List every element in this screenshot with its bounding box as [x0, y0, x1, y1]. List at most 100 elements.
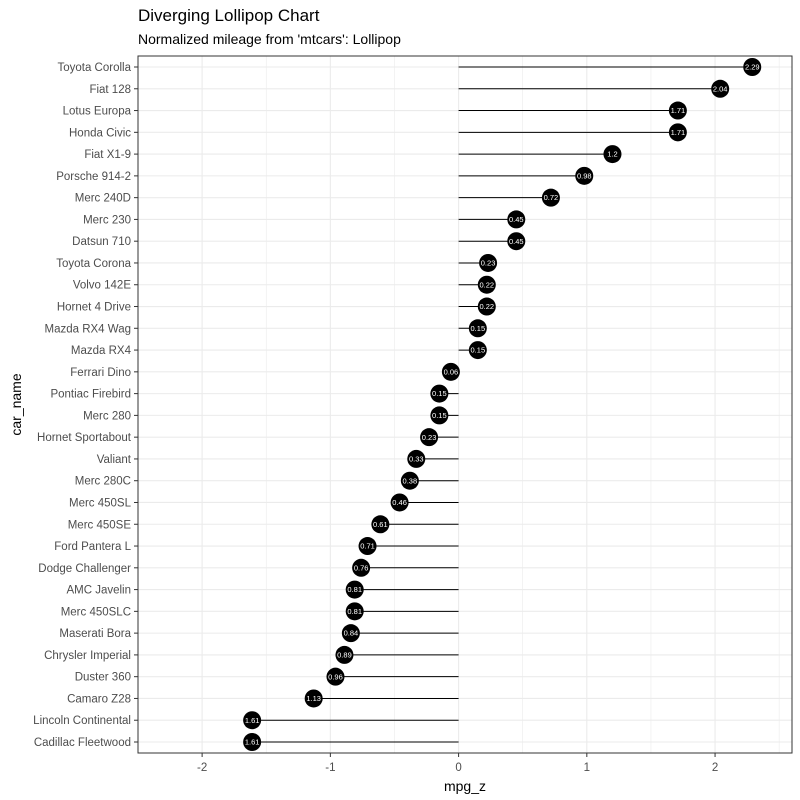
y-tick-label: Hornet 4 Drive [57, 302, 131, 314]
point-label: 0.89 [337, 651, 352, 660]
lollipop-point [371, 515, 390, 534]
point-label: 1.2 [607, 150, 617, 159]
lollipop-point [507, 210, 526, 229]
y-tick-label: Cadillac Fleetwood [34, 737, 131, 749]
point-label: 2.04 [713, 84, 728, 93]
y-tick-label: Ford Pantera L [54, 541, 131, 553]
lollipop-point [390, 493, 409, 512]
point-label: 0.81 [347, 607, 362, 616]
point-label: 0.33 [409, 455, 424, 464]
lollipop-point [345, 580, 364, 599]
y-tick-label: Mazda RX4 [71, 345, 132, 357]
y-tick-label: Merc 450SE [68, 519, 132, 531]
point-label: 0.61 [373, 520, 388, 529]
point-label: 0.45 [509, 215, 524, 224]
y-tick-label: Fiat 128 [89, 84, 131, 96]
y-tick-label: Merc 230 [83, 214, 131, 226]
y-tick-label: Lincoln Continental [33, 715, 131, 727]
y-tick-label: Honda Civic [69, 127, 131, 139]
point-label: 0.45 [509, 237, 524, 246]
y-tick-label: Chrysler Imperial [44, 650, 131, 662]
point-label: 1.71 [671, 128, 686, 137]
lollipop-point [507, 232, 526, 251]
point-label: 1.61 [245, 716, 260, 725]
point-label: 0.38 [403, 476, 418, 485]
lollipop-point [400, 471, 419, 490]
point-label: 0.71 [360, 542, 375, 551]
point-label: 0.22 [479, 280, 494, 289]
point-label: 0.15 [432, 389, 447, 398]
point-label: 0.46 [392, 498, 407, 507]
point-label: 0.15 [471, 324, 486, 333]
lollipop-point [243, 733, 262, 751]
point-label: 2.29 [745, 63, 760, 72]
y-tick-label: Maserati Bora [59, 628, 131, 640]
y-tick-label: Hornet Sportabout [37, 432, 132, 444]
x-tick-label: 2 [712, 762, 718, 774]
point-label: 1.71 [671, 106, 686, 115]
point-label: 1.61 [245, 738, 260, 747]
lollipop-point [575, 166, 594, 185]
lollipop-point [335, 645, 354, 664]
y-tick-label: Toyota Corolla [57, 62, 131, 74]
lollipop-point [477, 297, 496, 316]
lollipop-point [711, 79, 730, 98]
point-label: 0.84 [344, 629, 359, 638]
y-tick-label: Merc 280C [75, 476, 131, 488]
point-label: 0.81 [347, 585, 362, 594]
lollipop-point [541, 188, 560, 207]
point-label: 0.23 [481, 259, 496, 268]
lollipop-point [479, 253, 498, 272]
lollipop-point [407, 449, 426, 468]
y-tick-label: Toyota Corona [56, 258, 131, 270]
y-tick-label: Volvo 142E [73, 280, 132, 292]
y-tick-label: Fiat X1-9 [84, 149, 131, 161]
x-axis-title: mpg_z [444, 778, 486, 794]
point-label: 0.22 [479, 302, 494, 311]
y-tick-label: Merc 280 [83, 410, 131, 422]
lollipop-point [326, 667, 345, 686]
lollipop-point [441, 362, 460, 381]
lollipop-point [345, 602, 364, 621]
point-label: 0.98 [577, 171, 592, 180]
y-axis-title: car_name [8, 373, 24, 435]
lollipop-point [341, 624, 360, 643]
y-tick-label: Mazda RX4 Wag [45, 323, 132, 335]
x-tick-label: 0 [455, 762, 461, 774]
x-tick-label: -1 [325, 762, 335, 774]
point-label: 0.15 [432, 411, 447, 420]
point-label: 0.96 [328, 672, 343, 681]
y-tick-label: Merc 240D [75, 193, 131, 205]
y-tick-label: Duster 360 [75, 672, 131, 684]
y-tick-label: AMC Javelin [66, 585, 131, 597]
point-label: 0.76 [354, 563, 369, 572]
lollipop-point [668, 123, 687, 142]
y-tick-label: Datsun 710 [72, 236, 131, 248]
y-tick-label: Ferrari Dino [70, 367, 131, 379]
y-tick-label: Valiant [97, 454, 132, 466]
y-tick-label: Camaro Z28 [67, 693, 131, 705]
chart-subtitle: Normalized mileage from 'mtcars': Lollip… [138, 31, 401, 47]
y-tick-label: Lotus Europa [63, 106, 132, 118]
lollipop-point [430, 406, 449, 425]
plot-border [137, 55, 793, 754]
point-label: 0.15 [471, 346, 486, 355]
point-label: 0.06 [444, 367, 459, 376]
lollipop-point [358, 537, 377, 556]
lollipop-point [420, 428, 439, 447]
lollipop-point [468, 319, 487, 338]
y-tick-label: Merc 450SL [69, 497, 132, 509]
lollipop-point [668, 101, 687, 120]
point-label: 1.13 [306, 694, 321, 703]
lollipop-point [468, 341, 487, 360]
y-tick-label: Pontiac Firebird [50, 389, 131, 401]
lollipop-point [477, 275, 496, 294]
point-label: 0.72 [544, 193, 559, 202]
y-tick-label: Merc 450SLC [61, 606, 131, 618]
y-tick-label: Dodge Challenger [38, 563, 131, 575]
lollipop-point [430, 384, 449, 403]
lollipop-point [743, 58, 762, 76]
y-tick-label: Porsche 914-2 [56, 171, 131, 183]
